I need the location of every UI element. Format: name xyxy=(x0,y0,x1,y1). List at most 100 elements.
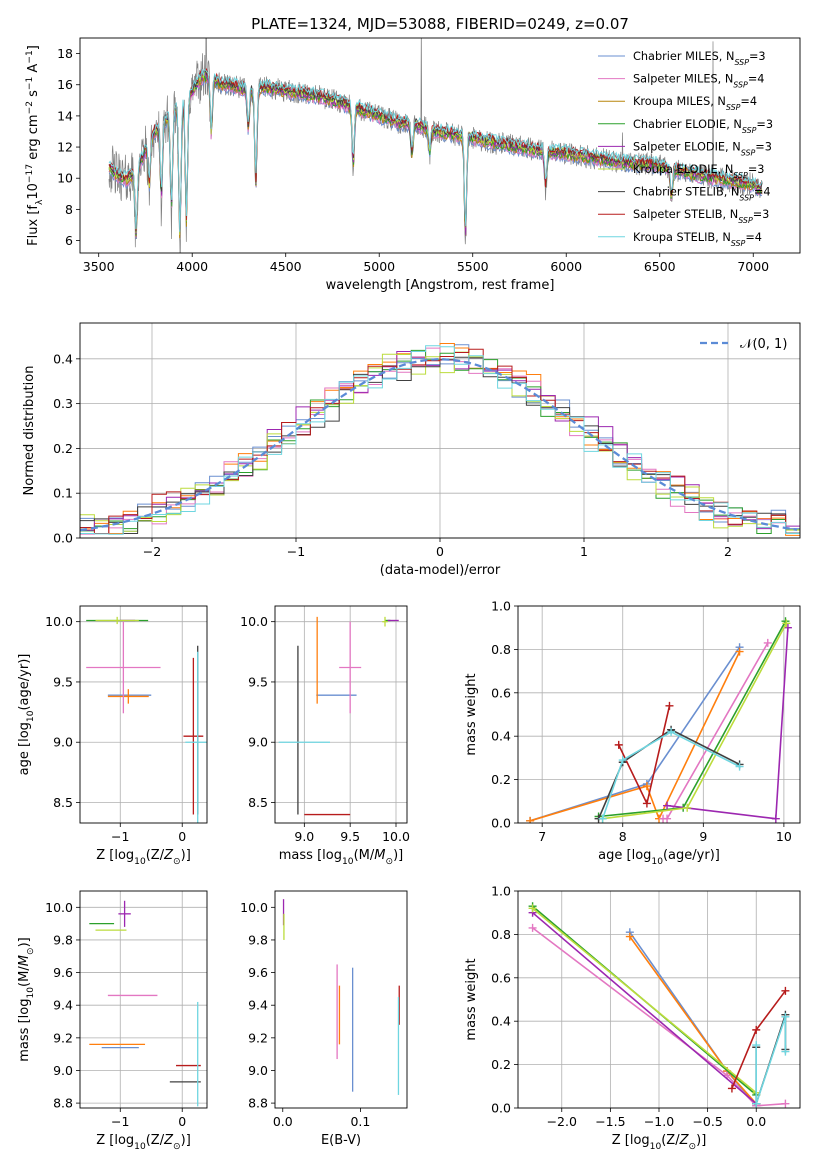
errorbar-point xyxy=(107,689,149,704)
x-tick-label: −0.5 xyxy=(692,1114,722,1129)
spectrum-x-axis-label: wavelength [Angstrom, rest frame] xyxy=(326,278,555,293)
weight-marker xyxy=(752,1099,761,1108)
age_vs_mass-frame xyxy=(274,605,408,824)
age_vs_Z-frame xyxy=(79,605,208,824)
weight-line-1 xyxy=(529,651,741,822)
residual-histogram-8 xyxy=(80,345,800,535)
x-tick-label: 0 xyxy=(178,1114,186,1129)
y-tick-label: 8.8 xyxy=(248,1096,268,1111)
y-tick-label: 8.8 xyxy=(53,1096,73,1111)
y-tick-label: 0.6 xyxy=(491,970,511,985)
weight-marker xyxy=(781,1012,790,1021)
x-tick-label: 9 xyxy=(699,829,707,844)
weight-marker xyxy=(781,1047,790,1056)
errorbar-point xyxy=(339,621,362,714)
y-tick-label: 0.4 xyxy=(53,351,73,366)
legend-label: Salpeter MILES, NSSP=4 xyxy=(633,73,764,90)
weight_vs_Z-series xyxy=(528,902,790,1108)
y-tick-label: 0.0 xyxy=(491,816,511,831)
x-tick-label: 10.0 xyxy=(382,829,410,844)
legend-label: Salpeter ELODIE, NSSP=3 xyxy=(633,140,772,157)
legend-label: Salpeter STELIB, NSSP=3 xyxy=(633,208,769,225)
y-tick-label: 0.8 xyxy=(491,927,511,942)
y-tick-label: 8.5 xyxy=(248,795,268,810)
y-tick-label: 9.5 xyxy=(53,674,73,689)
legend-label: Chabrier MILES, NSSP=3 xyxy=(633,50,766,67)
y-tick-label: 9.2 xyxy=(248,1030,268,1045)
x-tick-label: 6500 xyxy=(644,259,676,274)
age_vs_Z-x-axis-label: Z [log10(Z/Z⊙)] xyxy=(96,848,191,867)
age_vs_mass-errorbars xyxy=(278,616,399,816)
errorbar-point xyxy=(86,621,161,714)
legend-label: Chabrier ELODIE, NSSP=3 xyxy=(633,118,773,135)
x-tick-label: 8 xyxy=(619,829,627,844)
residual-legend: 𝒩(0, 1) xyxy=(700,337,787,352)
weight-marker xyxy=(663,814,672,823)
normal-reference-curve xyxy=(80,358,798,532)
residual-histogram-7 xyxy=(80,348,800,535)
weight-marker xyxy=(735,762,744,771)
legend-label: 𝒩(0, 1) xyxy=(740,337,787,352)
y-tick-label: 0.2 xyxy=(491,1057,511,1072)
weight-marker xyxy=(528,923,537,932)
weight-marker xyxy=(752,1025,761,1034)
age_vs_Z-axes: −1 0 8.5 9.0 9.5 10.0 xyxy=(45,606,207,844)
x-tick-label: 0.0 xyxy=(746,1114,766,1129)
y-tick-label: 9.8 xyxy=(53,932,73,947)
mass_vs_EBV-axes: 0.0 0.1 8.8 9.0 9.2 9.4 9.6 9.8 10.0 xyxy=(240,900,370,1129)
y-tick-label: 14 xyxy=(57,108,73,123)
x-tick-label: 0.0 xyxy=(273,1114,293,1129)
weight_vs_Z-y-axis-label: mass weight xyxy=(464,958,479,1040)
residuals-y-axis-label: Normed distribution xyxy=(22,366,37,496)
y-tick-label: 9.2 xyxy=(53,1030,73,1045)
y-tick-label: 9.5 xyxy=(248,674,268,689)
mass_vs_Z-errorbars xyxy=(89,900,201,1107)
weight-marker xyxy=(663,801,672,810)
x-tick-label: 0 xyxy=(178,829,186,844)
weight_vs_Z-x-axis-label: Z [log10(Z/Z⊙)] xyxy=(612,1133,707,1152)
x-tick-label: 6000 xyxy=(550,259,582,274)
y-tick-label: 16 xyxy=(57,77,73,92)
weight-marker xyxy=(781,986,790,995)
y-tick-label: 0.2 xyxy=(491,772,511,787)
weight-marker xyxy=(782,619,791,628)
y-tick-label: 18 xyxy=(57,46,73,61)
y-tick-label: 0.6 xyxy=(491,685,511,700)
mass_vs_Z-y-axis-label: mass [log10(M/M⊙)] xyxy=(17,937,36,1061)
legend-label: Kroupa MILES, NSSP=4 xyxy=(633,95,757,112)
spectrum-axes: 3500 4000 4500 5000 5500 6000 6500 7000 6 8 10 12 14… xyxy=(57,46,769,274)
y-tick-label: 9.0 xyxy=(248,735,268,750)
mass_vs_Z-x-axis-label: Z [log10(Z/Z⊙)] xyxy=(96,1133,191,1152)
weight-marker xyxy=(771,814,780,823)
y-tick-label: 10.0 xyxy=(240,614,268,629)
y-tick-label: 0.0 xyxy=(491,1101,511,1116)
y-tick-label: 9.4 xyxy=(248,998,268,1013)
weight-marker xyxy=(752,1041,761,1050)
residuals-x-axis-label: (data-model)/error xyxy=(380,563,501,578)
x-tick-label: 2 xyxy=(724,544,732,559)
y-tick-label: 0.3 xyxy=(53,396,73,411)
weight_vs_age-series xyxy=(526,617,792,823)
weight-marker xyxy=(727,1084,736,1093)
weight-marker xyxy=(667,727,676,736)
x-tick-label: 7000 xyxy=(737,259,769,274)
errorbar-point xyxy=(185,651,207,823)
x-tick-label: −2 xyxy=(143,544,161,559)
y-tick-label: 9.6 xyxy=(248,965,268,980)
spectrum-legend: Chabrier MILES, NSSP=3 Salpeter MILES, NS… xyxy=(598,50,773,247)
weight-marker xyxy=(618,756,627,765)
legend-label: Kroupa STELIB, NSSP=4 xyxy=(633,231,762,248)
weight_vs_age-y-axis-label: mass weight xyxy=(464,673,479,755)
x-tick-label: 4500 xyxy=(270,259,302,274)
x-tick-label: 7 xyxy=(538,829,546,844)
errorbar-point xyxy=(118,900,131,927)
mass_vs_EBV-errorbars xyxy=(282,899,400,1095)
weight-line-8 xyxy=(601,730,740,819)
y-tick-label: 1.0 xyxy=(491,599,511,614)
weight_vs_age-frame xyxy=(517,605,801,824)
mass_vs_Z-axes: −1 0 8.8 9.0 9.2 9.4 9.6 9.8 10.0 xyxy=(45,891,207,1129)
spectrum-frame xyxy=(79,37,801,254)
y-tick-label: 9.0 xyxy=(248,1063,268,1078)
weight-marker xyxy=(781,1099,790,1108)
